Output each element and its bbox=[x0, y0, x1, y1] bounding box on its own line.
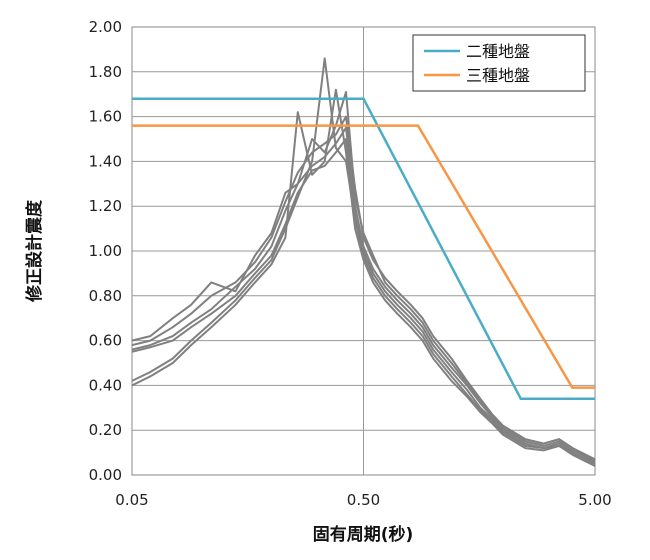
y-tick-label: 0.20 bbox=[89, 421, 122, 439]
y-tick-label: 0.80 bbox=[89, 287, 122, 305]
response-curve bbox=[131, 88, 596, 467]
y-tick-label: 0.00 bbox=[89, 466, 122, 484]
response-curves bbox=[131, 57, 596, 467]
y-tick-label: 0.40 bbox=[89, 376, 122, 394]
y-tick-label: 1.40 bbox=[89, 152, 122, 170]
legend: 二種地盤 三種地盤 bbox=[412, 34, 586, 92]
design-spectra bbox=[132, 97, 595, 401]
y-tick-label: 0.60 bbox=[89, 332, 122, 350]
legend-box bbox=[412, 34, 586, 92]
series-line-nishu bbox=[132, 97, 595, 401]
y-tick-label: 1.00 bbox=[89, 242, 122, 260]
response-curve bbox=[131, 138, 596, 465]
series-line-sanshu bbox=[132, 124, 595, 389]
x-tick-labels: 0.05 0.50 5.00 bbox=[115, 491, 611, 509]
y-tick-labels: 0.00 0.20 0.40 0.60 0.80 1.00 1.20 1.40 1.60 1.80… bbox=[89, 18, 122, 484]
y-tick-label: 1.20 bbox=[89, 197, 122, 215]
legend-label-sanshu: 三種地盤 bbox=[466, 66, 530, 85]
y-tick-label: 1.60 bbox=[89, 108, 122, 126]
x-tick-label: 5.00 bbox=[578, 491, 611, 509]
x-axis-title: 固有周期(秒) bbox=[313, 524, 414, 545]
response-curve bbox=[131, 91, 596, 463]
y-tick-label: 1.80 bbox=[89, 63, 122, 81]
x-tick-label: 0.50 bbox=[347, 491, 380, 509]
legend-label-nishu: 二種地盤 bbox=[466, 42, 530, 61]
response-curve bbox=[131, 57, 596, 465]
y-tick-label: 2.00 bbox=[89, 18, 122, 36]
y-axis-title: 修正設計震度 bbox=[24, 199, 45, 303]
x-tick-label: 0.05 bbox=[115, 491, 148, 509]
